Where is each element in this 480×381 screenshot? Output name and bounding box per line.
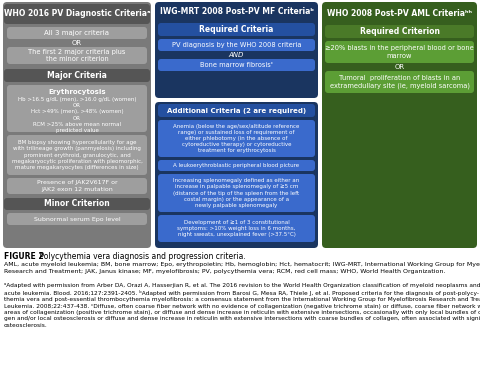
Text: ≥20% blasts in the peripheral blood or bone
marrow: ≥20% blasts in the peripheral blood or b… — [325, 45, 474, 59]
FancyBboxPatch shape — [4, 4, 150, 24]
FancyBboxPatch shape — [322, 2, 477, 248]
FancyBboxPatch shape — [7, 135, 147, 175]
FancyBboxPatch shape — [7, 47, 147, 64]
Text: A leukoerythroblastic peripheral blood picture: A leukoerythroblastic peripheral blood p… — [173, 163, 300, 168]
Text: Additional Criteria (2 are required): Additional Criteria (2 are required) — [167, 107, 306, 114]
FancyBboxPatch shape — [323, 4, 476, 22]
Text: Minor Criterion: Minor Criterion — [44, 200, 110, 208]
Text: Hb >16.5 g/dL (men), >16.0 g/dL (women)
OR
Hct >49% (men), >48% (women)
OR
RCM >: Hb >16.5 g/dL (men), >16.0 g/dL (women) … — [18, 97, 136, 133]
Text: Required Criterion: Required Criterion — [360, 27, 440, 36]
FancyBboxPatch shape — [158, 160, 315, 171]
FancyBboxPatch shape — [4, 69, 150, 82]
Text: Increasing splenomegaly defined as either an
increase in palpable splenomegaly o: Increasing splenomegaly defined as eithe… — [173, 178, 300, 208]
Text: ᵃAdapted with permission from Arber DA, Orazi A, Hasserjian R, et al. The 2016 r: ᵃAdapted with permission from Arber DA, … — [4, 283, 480, 328]
Text: Presence of JAK2V617F or
JAK2 exon 12 mutation: Presence of JAK2V617F or JAK2 exon 12 mu… — [36, 180, 117, 192]
FancyBboxPatch shape — [158, 104, 315, 117]
Text: Bone marrow fibrosisᶜ: Bone marrow fibrosisᶜ — [200, 62, 273, 68]
Text: Erythrocytosis: Erythrocytosis — [48, 89, 106, 95]
FancyBboxPatch shape — [325, 25, 474, 38]
Text: IWG-MRT 2008 Post-PV MF Criteriaᵇ: IWG-MRT 2008 Post-PV MF Criteriaᵇ — [159, 8, 313, 16]
Text: Subnormal serum Epo level: Subnormal serum Epo level — [34, 216, 120, 221]
FancyBboxPatch shape — [7, 27, 147, 39]
Text: PV diagnosis by the WHO 2008 criteria: PV diagnosis by the WHO 2008 criteria — [172, 42, 301, 48]
Text: The first 2 major criteria plus
the minor criterion: The first 2 major criteria plus the mino… — [28, 49, 126, 62]
FancyBboxPatch shape — [325, 71, 474, 93]
FancyBboxPatch shape — [325, 41, 474, 63]
FancyBboxPatch shape — [158, 23, 315, 36]
FancyBboxPatch shape — [158, 59, 315, 71]
FancyBboxPatch shape — [158, 39, 315, 51]
Text: BM biopsy showing hypercellularity for age
with trilineage growth (panmyelosis) : BM biopsy showing hypercellularity for a… — [12, 140, 143, 170]
Text: Development of ≥1 of 3 constitutional
symptoms: >10% weight loss in 6 months,
ni: Development of ≥1 of 3 constitutional sy… — [177, 220, 296, 237]
Text: AND: AND — [229, 52, 244, 58]
Text: Polycythemia vera diagnosis and progression criteria.: Polycythemia vera diagnosis and progress… — [37, 252, 246, 261]
FancyBboxPatch shape — [155, 2, 318, 98]
Text: Anemia (below the age/sex/altitude reference
range) or sustained loss of require: Anemia (below the age/sex/altitude refer… — [173, 123, 300, 154]
FancyBboxPatch shape — [156, 4, 317, 20]
Text: FIGURE 2: FIGURE 2 — [4, 252, 44, 261]
FancyBboxPatch shape — [3, 2, 151, 248]
Text: WHO 2008 Post-PV AML Criteriaʰʰ: WHO 2008 Post-PV AML Criteriaʰʰ — [327, 8, 472, 18]
Text: All 3 major criteria: All 3 major criteria — [45, 30, 109, 36]
FancyBboxPatch shape — [7, 178, 147, 194]
Text: OR: OR — [72, 40, 82, 46]
Text: Major Criteria: Major Criteria — [47, 71, 107, 80]
FancyBboxPatch shape — [7, 213, 147, 225]
FancyBboxPatch shape — [158, 120, 315, 157]
Text: WHO 2016 PV Diagnostic Criteriaᵃ: WHO 2016 PV Diagnostic Criteriaᵃ — [4, 10, 150, 19]
Text: Required Criteria: Required Criteria — [199, 25, 274, 34]
FancyBboxPatch shape — [7, 85, 147, 132]
Text: Tumoral  proliferation of blasts in an
extramedullary site (ie, myeloid sarcoma): Tumoral proliferation of blasts in an ex… — [329, 75, 469, 89]
FancyBboxPatch shape — [158, 215, 315, 242]
Text: AML, acute myeloid leukemia; BM, bone marrow; Epo, erythropoietin; Hb, hemoglobi: AML, acute myeloid leukemia; BM, bone ma… — [4, 262, 480, 274]
FancyBboxPatch shape — [155, 102, 318, 248]
FancyBboxPatch shape — [158, 174, 315, 212]
FancyBboxPatch shape — [4, 198, 150, 210]
Text: OR: OR — [395, 64, 405, 70]
